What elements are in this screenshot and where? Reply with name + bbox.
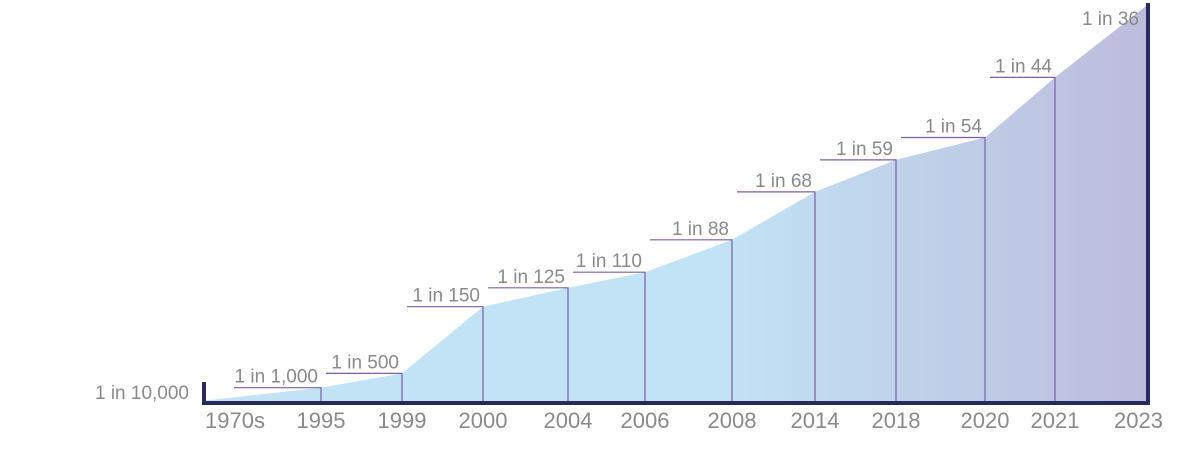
leader-line: [820, 159, 897, 402]
x-tick-label: 1999: [378, 408, 427, 433]
data-label: 1 in 88: [672, 219, 729, 240]
data-label: 1 in 1,000: [235, 367, 318, 388]
data-label: 1 in 36: [1082, 9, 1139, 30]
leader-line: [488, 287, 569, 402]
leader-line: [650, 239, 733, 402]
data-label: 1 in 10,000: [95, 383, 189, 404]
data-label: 1 in 68: [755, 171, 812, 192]
leader-line: [407, 306, 484, 402]
x-tick-label: 2006: [621, 408, 670, 433]
x-tick-label: 2020: [961, 408, 1010, 433]
x-tick-label: 2018: [872, 408, 921, 433]
x-tick-label: 2021: [1031, 408, 1080, 433]
data-label: 1 in 500: [331, 352, 399, 373]
x-tick-label: 1970s: [205, 408, 265, 433]
data-label: 1 in 59: [836, 139, 893, 160]
leader-line: [901, 136, 986, 402]
x-tick-label: 1995: [297, 408, 346, 433]
area-series: [205, 5, 1147, 403]
x-tick-label: 2008: [708, 408, 757, 433]
data-label: 1 in 125: [497, 267, 565, 288]
x-tick-label: 2000: [459, 408, 508, 433]
x-tick-label: 2023: [1114, 408, 1163, 433]
leader-line: [990, 76, 1056, 402]
axis-frame: [202, 3, 1150, 405]
data-label: 1 in 110: [576, 251, 642, 272]
leader-line: [573, 271, 646, 402]
x-tick-label: 2014: [791, 408, 840, 433]
data-label: 1 in 54: [925, 117, 982, 138]
leader-line: [737, 191, 816, 402]
x-axis-tick-labels: 1970s 1995 1999 2000 2004 2006 2008 2014 2018 202…: [205, 408, 1163, 433]
data-label: 1 in 150: [412, 286, 480, 307]
leader-line: [326, 372, 403, 402]
x-tick-label: 2004: [544, 408, 593, 433]
data-label: 1 in 44: [995, 56, 1052, 77]
leader-line: [234, 387, 322, 402]
